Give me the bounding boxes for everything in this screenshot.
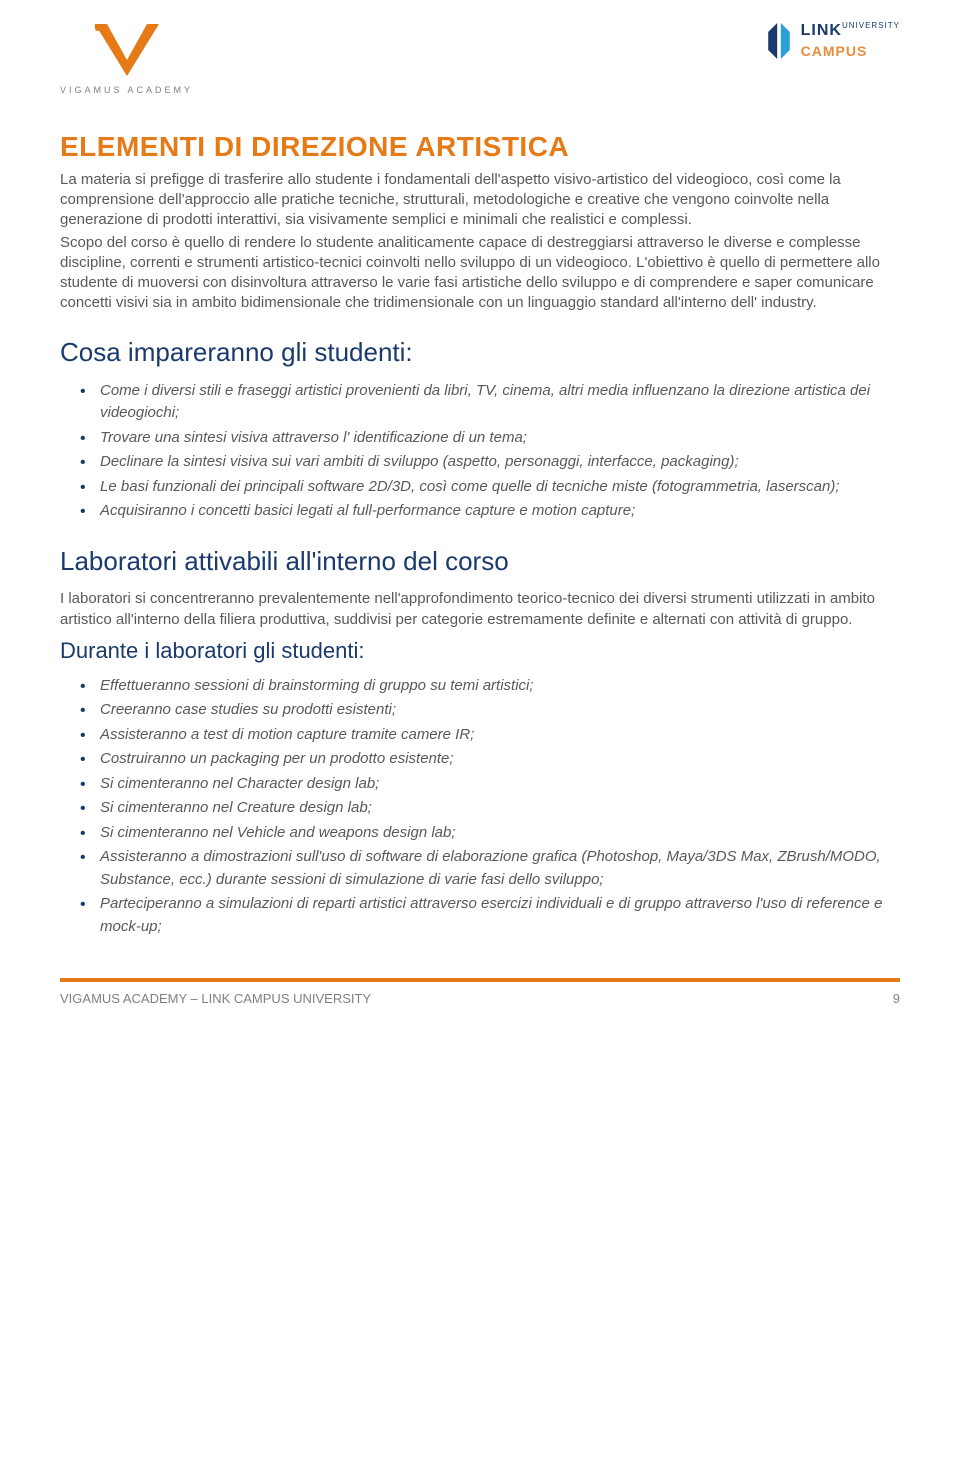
list-item: Assisteranno a test di motion capture tr… — [100, 724, 900, 747]
footer-left: VIGAMUS ACADEMY – LINK CAMPUS UNIVERSITY — [60, 990, 371, 1008]
list-item: Si cimenteranno nel Vehicle and weapons … — [100, 822, 900, 845]
intro-para-2: Scopo del corso è quello di rendere lo s… — [60, 233, 900, 314]
logo-vigamus-label: VIGAMUS ACADEMY — [60, 84, 193, 97]
intro-block: La materia si prefigge di trasferire all… — [60, 170, 900, 314]
list-item: Trovare una sintesi visiva attraverso l'… — [100, 427, 900, 450]
logo-vigamus: VIGAMUS ACADEMY — [60, 20, 193, 97]
page-footer: VIGAMUS ACADEMY – LINK CAMPUS UNIVERSITY… — [60, 978, 900, 1008]
intro-para-1: La materia si prefigge di trasferire all… — [60, 170, 900, 231]
vigamus-v-icon — [87, 20, 167, 80]
section-heading-labs: Laboratori attivabili all'interno del co… — [60, 543, 900, 579]
list-item: Creeranno case studies su prodotti esist… — [100, 699, 900, 722]
list-item: Costruiranno un packaging per un prodott… — [100, 748, 900, 771]
logo-link-bot: CAMPUS — [801, 42, 900, 62]
list-item: Parteciperanno a simulazioni di reparti … — [100, 893, 900, 938]
logo-link-word: LINK — [801, 22, 842, 39]
section-heading-learn: Cosa impareranno gli studenti: — [60, 334, 900, 370]
logo-link-top: LINKUNIVERSITY — [801, 20, 900, 42]
footer-divider — [60, 978, 900, 982]
list-item: Assisteranno a dimostrazioni sull'uso di… — [100, 846, 900, 891]
logo-link-campus: LINKUNIVERSITY CAMPUS — [761, 20, 900, 62]
list-item: Le basi funzionali dei principali softwa… — [100, 476, 900, 499]
link-campus-icon — [761, 21, 797, 61]
list-item: Effettueranno sessioni di brainstorming … — [100, 675, 900, 698]
during-list: Effettueranno sessioni di brainstorming … — [60, 675, 900, 939]
labs-intro: I laboratori si concentreranno prevalent… — [60, 589, 900, 630]
footer-row: VIGAMUS ACADEMY – LINK CAMPUS UNIVERSITY… — [60, 990, 900, 1008]
list-item: Come i diversi stili e fraseggi artistic… — [100, 380, 900, 425]
logo-link-sup: UNIVERSITY — [842, 21, 900, 30]
list-item: Si cimenteranno nel Character design lab… — [100, 773, 900, 796]
page-title: ELEMENTI DI DIREZIONE ARTISTICA — [60, 127, 900, 166]
footer-page-number: 9 — [893, 990, 900, 1008]
learn-list: Come i diversi stili e fraseggi artistic… — [60, 380, 900, 523]
header-logos: VIGAMUS ACADEMY LINKUNIVERSITY CAMPUS — [60, 20, 900, 97]
section-heading-during: Durante i laboratori gli studenti: — [60, 636, 900, 667]
list-item: Acquisiranno i concetti basici legati al… — [100, 500, 900, 523]
list-item: Si cimenteranno nel Creature design lab; — [100, 797, 900, 820]
logo-link-text: LINKUNIVERSITY CAMPUS — [801, 20, 900, 62]
list-item: Declinare la sintesi visiva sui vari amb… — [100, 451, 900, 474]
